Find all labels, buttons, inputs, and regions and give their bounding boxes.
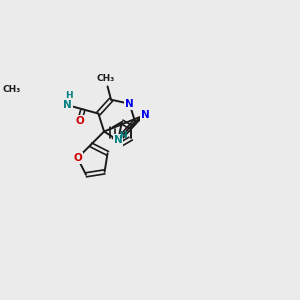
Text: N: N <box>63 100 72 110</box>
Text: N: N <box>114 135 122 145</box>
Text: N: N <box>125 99 134 109</box>
Text: H: H <box>65 91 73 100</box>
Text: N: N <box>114 135 122 145</box>
Text: O: O <box>75 116 84 127</box>
Text: N: N <box>141 110 150 120</box>
Text: O: O <box>73 153 82 163</box>
Text: CH₃: CH₃ <box>96 74 115 83</box>
Text: H: H <box>119 131 127 140</box>
Text: CH₃: CH₃ <box>2 85 21 94</box>
